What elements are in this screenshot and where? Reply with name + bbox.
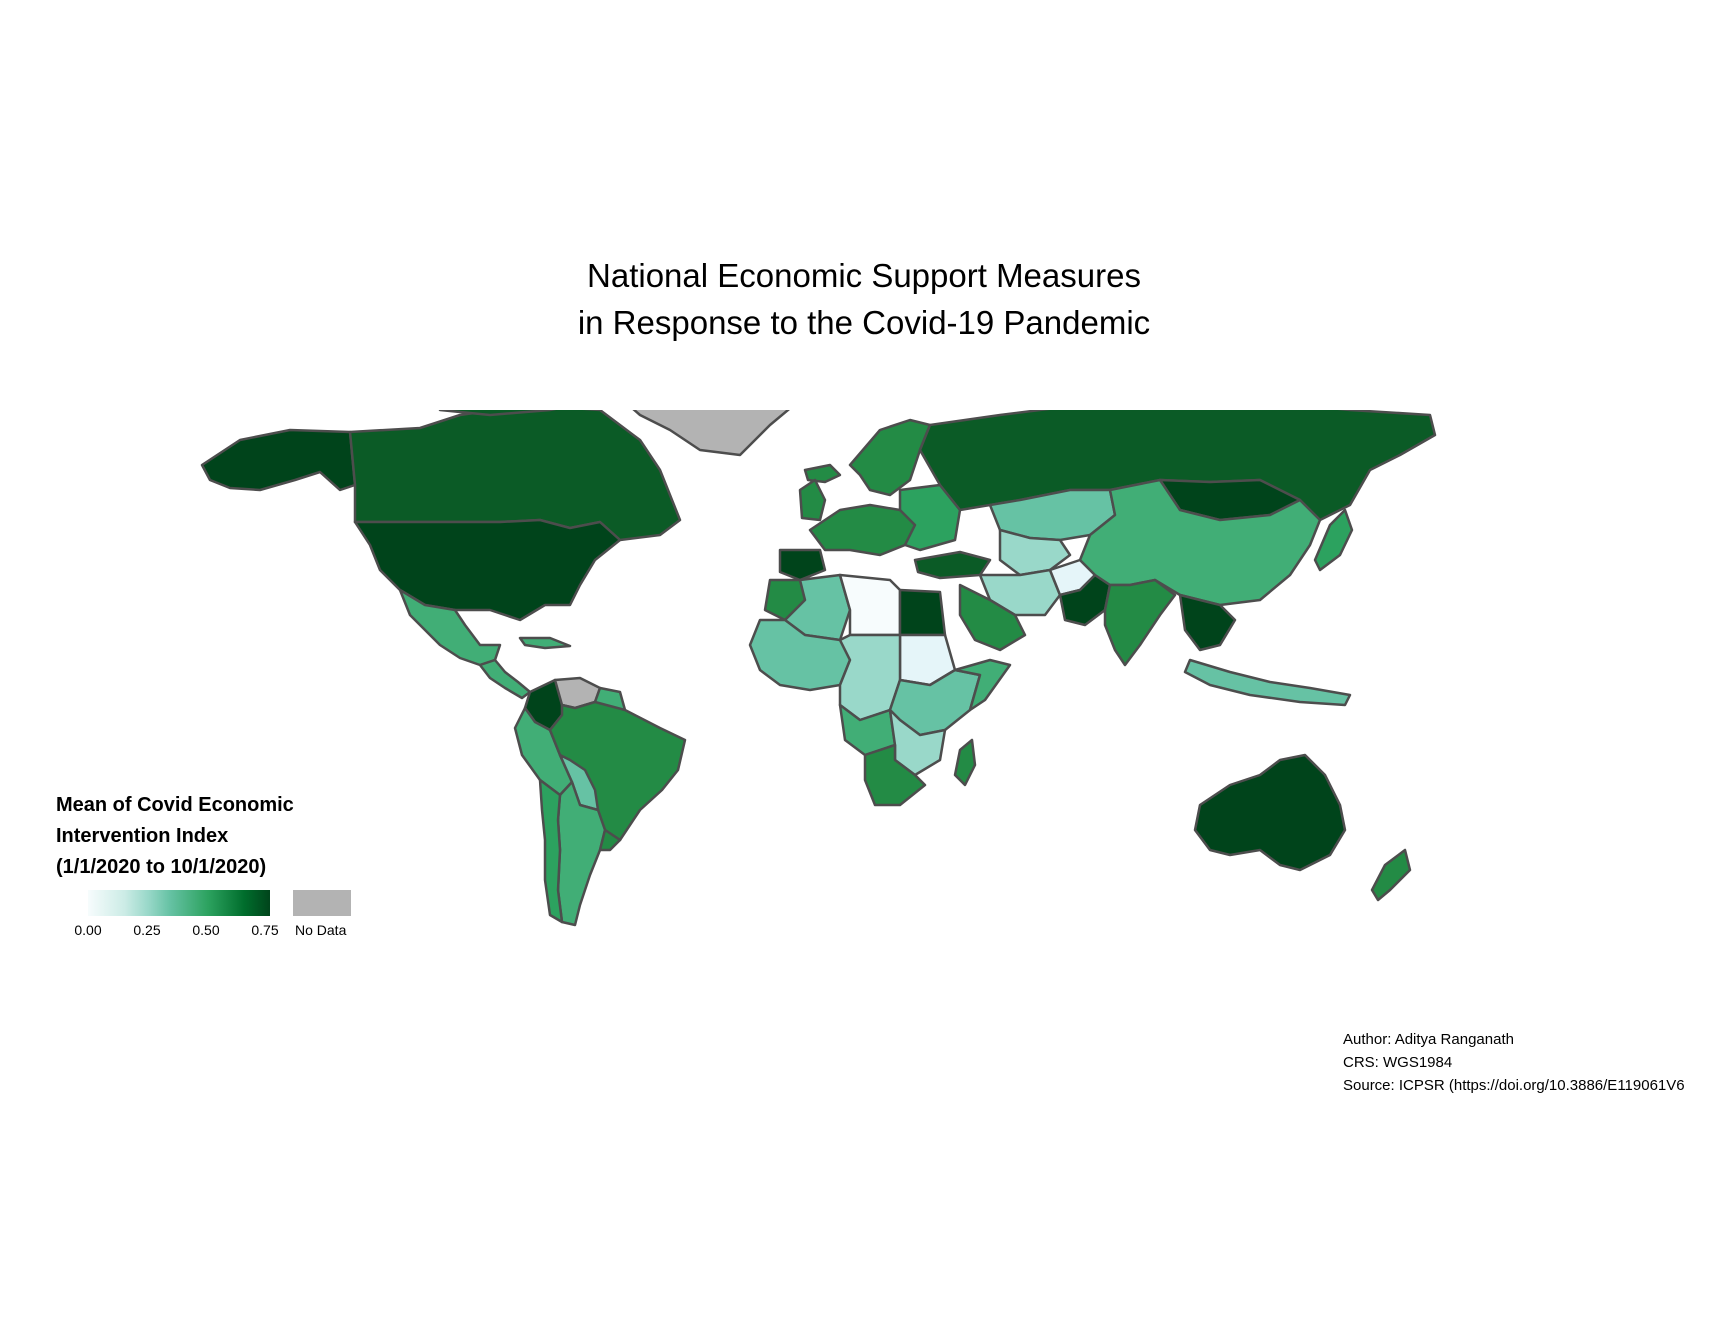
world-choropleth-map — [200, 410, 1437, 927]
region-central-asia — [998, 528, 1072, 577]
credit-source: Source: ICPSR (https://doi.org/10.3886/E… — [1343, 1077, 1685, 1094]
legend-no-data-swatch — [293, 890, 351, 916]
region-horn-of-africa — [953, 658, 1012, 712]
region-new-zealand — [1370, 848, 1412, 902]
region-western-europe — [808, 503, 917, 557]
legend-no-data-label: No Data — [295, 922, 347, 938]
legend-tick-1: 0.25 — [133, 922, 161, 938]
region-caribbean — [518, 636, 572, 650]
legend: Mean of Covid Economic Intervention Inde… — [56, 790, 376, 938]
chart-title: National Economic Support Measures in Re… — [0, 252, 1728, 346]
region-chile — [538, 778, 564, 924]
region-south-africa — [863, 743, 927, 807]
legend-title-line-1: Mean of Covid Economic — [56, 794, 294, 816]
region-saudi-arabia — [958, 583, 1027, 652]
region-spain — [778, 548, 827, 582]
region-india — [1103, 578, 1177, 667]
region-turkey — [913, 550, 992, 580]
region-indonesia — [1183, 658, 1352, 707]
region-uruguay — [598, 828, 622, 852]
legend-color-bar — [88, 890, 270, 916]
region-arctic-islands — [438, 410, 557, 417]
credit-crs: CRS: WGS1984 — [1343, 1054, 1453, 1071]
legend-tick-0: 0.00 — [74, 922, 102, 938]
region-japan — [1313, 508, 1354, 572]
legend-title-line-3: (1/1/2020 to 10/1/2020) — [56, 856, 267, 878]
title-line-1: National Economic Support Measures — [587, 257, 1141, 294]
legend-tick-2: 0.50 — [192, 922, 220, 938]
credits: Author: Aditya Ranganath CRS: WGS1984 So… — [1343, 1028, 1728, 1097]
region-central-america — [478, 658, 532, 700]
region-australia — [1193, 753, 1347, 872]
region-china — [1078, 478, 1322, 607]
region-greenland — [632, 410, 790, 457]
legend-tick-3: 0.75 — [251, 922, 279, 938]
region-uk — [798, 478, 827, 522]
region-egypt — [898, 588, 947, 637]
region-scandinavia — [848, 418, 932, 497]
legend-title: Mean of Covid Economic Intervention Inde… — [56, 790, 376, 883]
title-line-2: in Response to the Covid-19 Pandemic — [577, 304, 1151, 341]
region-iceland — [803, 463, 842, 484]
region-alaska — [200, 428, 357, 492]
legend-title-line-2: Intervention Index — [56, 825, 229, 847]
region-united-states — [353, 518, 622, 622]
region-southeast-asia — [1178, 593, 1237, 652]
credit-author: Author: Aditya Ranganath — [1343, 1031, 1514, 1048]
region-libya — [838, 573, 902, 637]
region-madagascar — [953, 738, 977, 787]
